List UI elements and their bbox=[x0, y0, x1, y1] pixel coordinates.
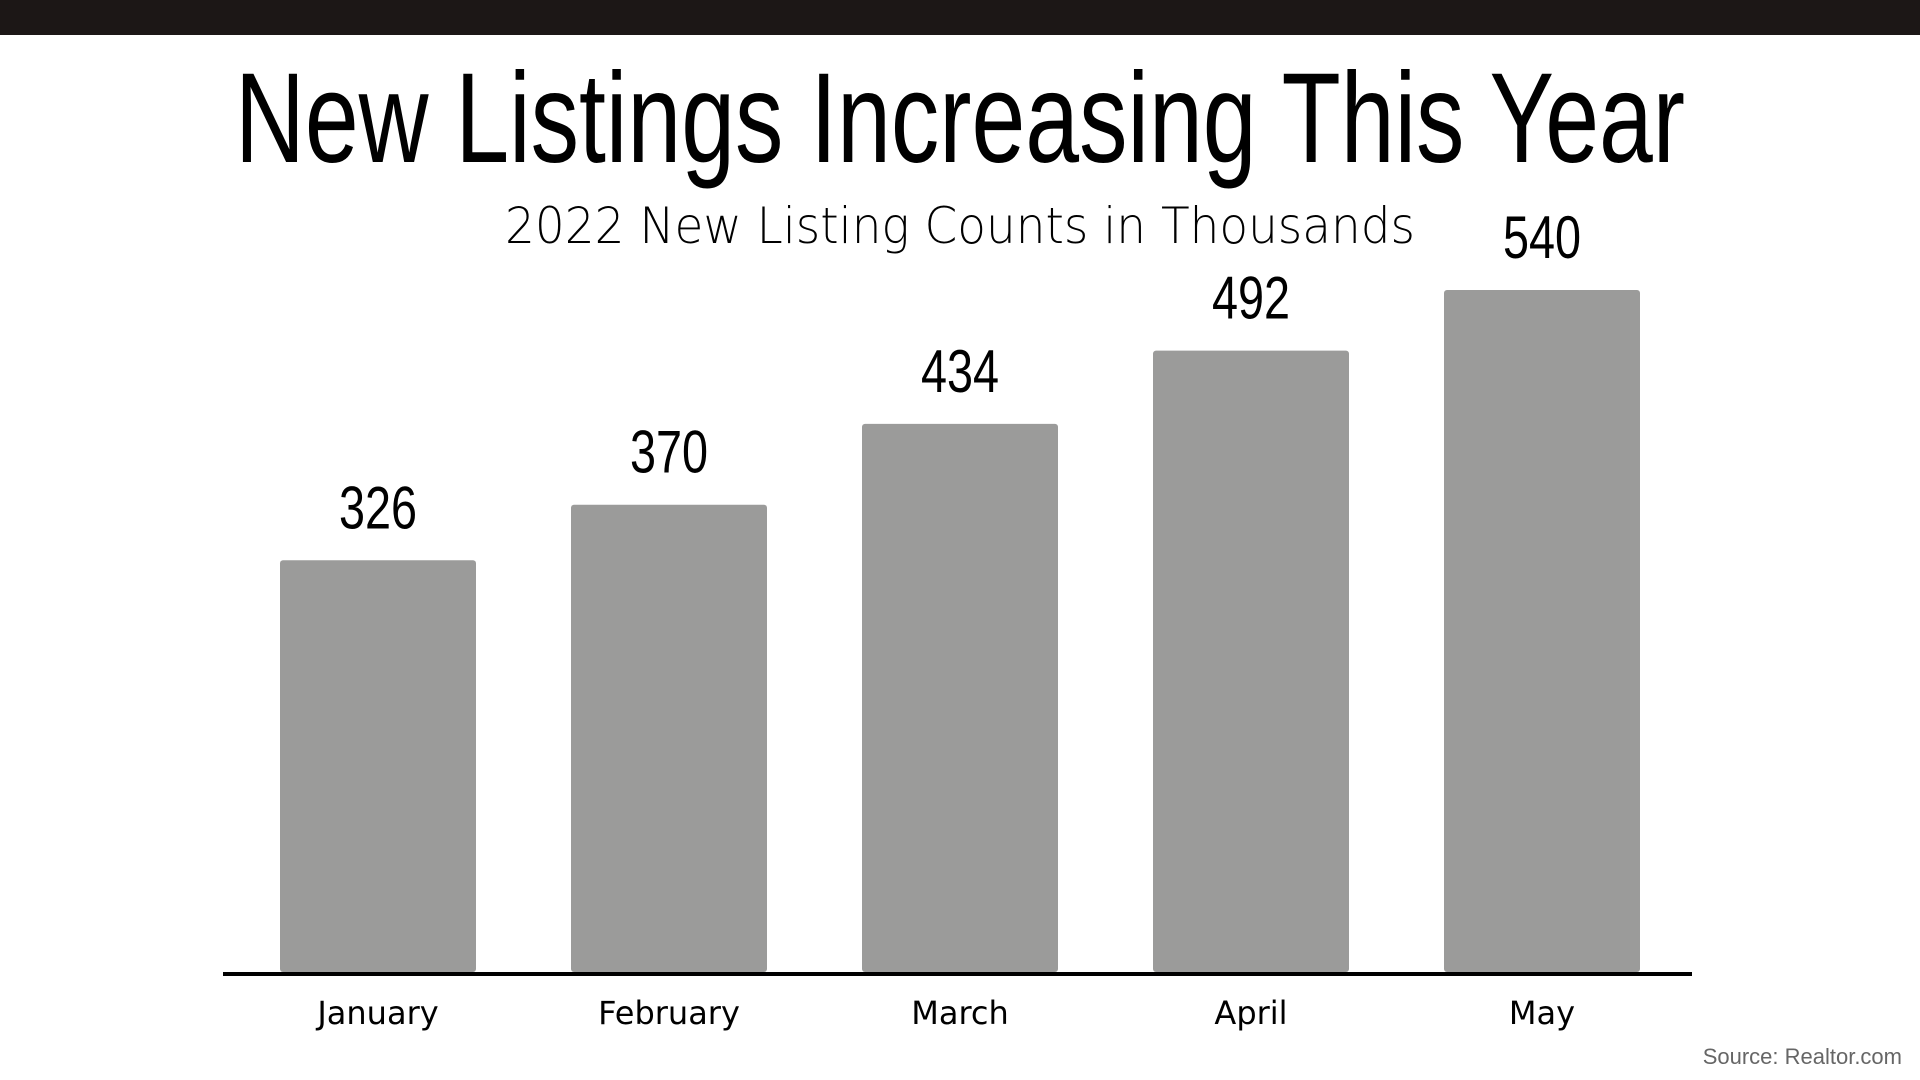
value-label: 326 bbox=[339, 475, 417, 542]
value-label: 370 bbox=[630, 419, 708, 486]
source: Source: Realtor.com bbox=[1703, 1044, 1902, 1069]
value-label: 434 bbox=[921, 338, 999, 405]
chart-title: New Listings Increasing This Year bbox=[235, 47, 1685, 190]
bar bbox=[862, 423, 1058, 972]
value-label: 540 bbox=[1503, 204, 1581, 271]
x-tick-label: May bbox=[1509, 994, 1575, 1032]
x-tick-label: March bbox=[911, 994, 1009, 1032]
x-tick-label: January bbox=[315, 994, 438, 1032]
top-bar bbox=[0, 0, 1920, 35]
x-tick-label: April bbox=[1214, 994, 1287, 1032]
value-label: 492 bbox=[1212, 265, 1290, 332]
chart-subtitle: 2022 New Listing Counts in Thousands bbox=[505, 197, 1415, 255]
bar bbox=[571, 504, 767, 972]
x-tick-label: February bbox=[598, 994, 740, 1032]
bar bbox=[280, 560, 476, 972]
bar bbox=[1444, 290, 1640, 972]
bar bbox=[1153, 350, 1349, 973]
